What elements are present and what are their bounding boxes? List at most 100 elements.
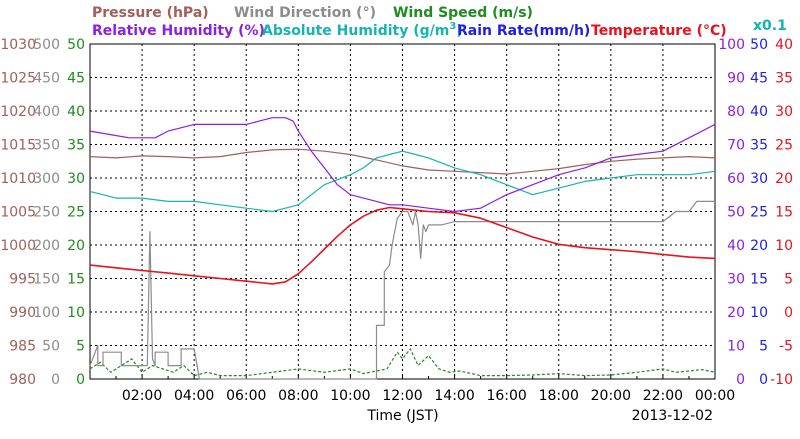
- x-tick-label: 12:00: [382, 388, 422, 404]
- x-tick-label: 10:00: [330, 388, 370, 404]
- x-tick-label: 06:00: [226, 388, 266, 404]
- x-tick-label: 04:00: [174, 388, 214, 404]
- temperature-tick-label: 30: [775, 104, 793, 120]
- relative-humidity-line: [89, 117, 716, 213]
- temperature-tick-label: -10: [770, 372, 793, 388]
- temperature-tick-label: 10: [775, 238, 793, 254]
- pressure-tick-label: 1025: [0, 71, 36, 87]
- relative-humidity-tick-label: 100: [718, 37, 745, 53]
- wind-speed-tick-label: 10: [67, 305, 85, 321]
- wind-speed-tick-label: 40: [67, 104, 85, 120]
- relative-humidity-tick-label: 80: [727, 104, 745, 120]
- x-tick-label: 22:00: [643, 388, 683, 404]
- relative-humidity-tick-label: 10: [727, 339, 745, 355]
- wind-direction-tick-label: 200: [33, 238, 60, 254]
- x-tick-label: 00:00: [695, 388, 735, 404]
- wind-direction-tick-label: 250: [33, 205, 60, 221]
- pressure-tick-label: 980: [9, 372, 36, 388]
- wind-speed-tick-label: 15: [67, 272, 85, 288]
- rain-rate-tick-label: 5: [759, 339, 768, 355]
- right-axes: 0102030405060708090100051015202530354045…: [718, 37, 793, 388]
- rain-rate-tick-label: 10: [750, 305, 768, 321]
- x-axis-label: Time (JST): [366, 408, 438, 424]
- absolute-humidity-legend: Absolute Humidity (g/m3): [262, 21, 463, 39]
- wind-direction-legend: Wind Direction (°): [234, 5, 376, 21]
- rain-rate-tick-label: 40: [750, 104, 768, 120]
- wind-direction-tick-label: 50: [42, 339, 60, 355]
- wind-direction-tick-label: 100: [33, 305, 60, 321]
- wind-speed-tick-label: 50: [67, 37, 85, 53]
- relative-humidity-tick-label: 30: [727, 272, 745, 288]
- temperature-tick-label: 0: [784, 305, 793, 321]
- temperature-legend: Temperature (°C): [591, 23, 727, 39]
- date-label: 2013-12-02: [632, 408, 713, 424]
- wind-direction-tick-label: 0: [51, 372, 60, 388]
- pressure-tick-label: 1030: [0, 37, 36, 53]
- rain-rate-tick-label: 50: [750, 37, 768, 53]
- x-tick-label: 08:00: [278, 388, 318, 404]
- x-tick-label: 16:00: [486, 388, 526, 404]
- relative-humidity-tick-label: 20: [727, 305, 745, 321]
- rain-rate-tick-label: 25: [750, 205, 768, 221]
- wind-speed-legend: Wind Speed (m/s): [393, 5, 533, 21]
- temperature-tick-label: 20: [775, 171, 793, 187]
- relative-humidity-legend: Relative Humidity (%): [92, 23, 265, 39]
- rain-rate-tick-label: 45: [750, 71, 768, 87]
- temperature-line: [89, 206, 716, 285]
- wind-speed-tick-label: 45: [67, 71, 85, 87]
- wind-speed-tick-label: 5: [76, 339, 85, 355]
- pressure-tick-label: 1010: [0, 171, 36, 187]
- pressure-tick-label: 995: [9, 272, 36, 288]
- rain-rate-tick-label: 15: [750, 272, 768, 288]
- temperature-tick-label: 35: [775, 71, 793, 87]
- pressure-tick-label: 1005: [0, 205, 36, 221]
- pressure-tick-label: 1020: [0, 104, 36, 120]
- wind-speed-line: [89, 348, 716, 377]
- relative-humidity-tick-label: 0: [736, 372, 745, 388]
- relative-humidity-tick-label: 50: [727, 205, 745, 221]
- wind-direction-tick-label: 450: [33, 71, 60, 87]
- relative-humidity-tick-label: 90: [727, 71, 745, 87]
- temperature-tick-label: 15: [775, 205, 793, 221]
- left-axes: 9809859909951000100510101015102010251030…: [0, 37, 85, 388]
- wind-direction-tick-label: 500: [33, 37, 60, 53]
- pressure-tick-label: 985: [9, 339, 36, 355]
- scale-note: x0.1: [753, 18, 787, 34]
- relative-humidity-tick-label: 60: [727, 171, 745, 187]
- wind-speed-tick-label: 25: [67, 205, 85, 221]
- pressure-legend: Pressure (hPa): [92, 5, 209, 21]
- temperature-tick-label: -5: [779, 339, 793, 355]
- wind-direction-tick-label: 400: [33, 104, 60, 120]
- wind-direction-tick-label: 150: [33, 272, 60, 288]
- pressure-tick-label: 1000: [0, 238, 36, 254]
- relative-humidity-tick-label: 70: [727, 138, 745, 154]
- absolute-humidity-line: [89, 150, 716, 213]
- pressure-tick-label: 1015: [0, 138, 36, 154]
- pressure-line: [89, 148, 716, 175]
- wind-speed-tick-label: 30: [67, 171, 85, 187]
- temperature-tick-label: 40: [775, 37, 793, 53]
- rain-rate-tick-label: 35: [750, 138, 768, 154]
- relative-humidity-tick-label: 40: [727, 238, 745, 254]
- temperature-tick-label: 5: [784, 272, 793, 288]
- rain-rate-tick-label: 30: [750, 171, 768, 187]
- wind-direction-tick-label: 350: [33, 138, 60, 154]
- wind-speed-tick-label: 0: [76, 372, 85, 388]
- wind-direction-tick-label: 300: [33, 171, 60, 187]
- x-tick-label: 14:00: [434, 388, 474, 404]
- x-tick-label: 02:00: [122, 388, 162, 404]
- x-tick-label: 18:00: [539, 388, 579, 404]
- rain-rate-tick-label: 0: [759, 372, 768, 388]
- wind-speed-tick-label: 35: [67, 138, 85, 154]
- wind-speed-tick-label: 20: [67, 238, 85, 254]
- x-tick-label: 20:00: [591, 388, 631, 404]
- wind-direction-line: [89, 200, 715, 380]
- x-axis-ticks: 02:00 04:00 06:00 08:00 10:00 12:00 14:00 16:00…: [115, 374, 735, 404]
- rain-rate-legend: Rain Rate(mm/h): [457, 23, 590, 39]
- pressure-tick-label: 990: [9, 305, 36, 321]
- rain-rate-tick-label: 20: [750, 238, 768, 254]
- series-layer: [89, 117, 716, 380]
- temperature-tick-label: 25: [775, 138, 793, 154]
